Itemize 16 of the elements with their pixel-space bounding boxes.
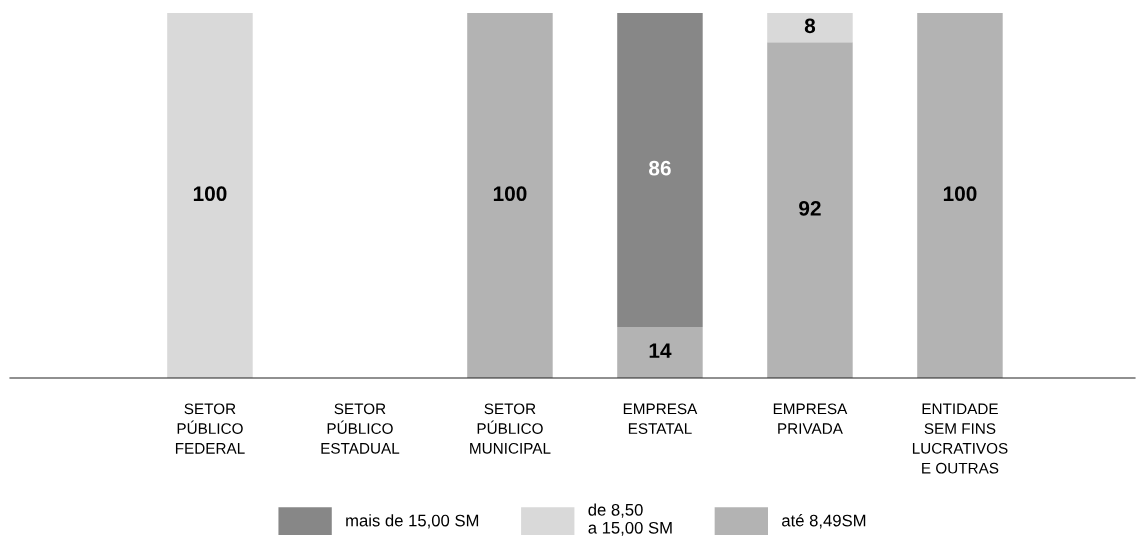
data-label: 100 — [943, 186, 977, 202]
data-label: 92 — [799, 200, 821, 216]
x-tick-label: EMPRESA ESTATAL — [623, 403, 698, 434]
data-label: 86 — [649, 160, 671, 176]
data-label: 100 — [493, 186, 527, 202]
x-tick-label: SETOR PÚBLICO MUNICIPAL — [470, 403, 551, 454]
x-tick-label: EMPRESA PRIVADA — [773, 403, 848, 434]
x-tick-label: ENTIDADE SEM FINS LUCRATIVOS E OUTRAS — [912, 403, 1008, 474]
data-label: 8 — [804, 18, 816, 34]
legend-label: até 8,49SM — [782, 514, 866, 529]
x-tick-label: SETOR PÚBLICO FEDERAL — [175, 403, 245, 454]
legend-label: mais de 15,00 SM — [346, 514, 479, 529]
data-label: 14 — [649, 343, 672, 358]
data-label: 100 — [193, 186, 227, 202]
x-tick-label: SETOR PÚBLICO ESTADUAL — [321, 403, 400, 454]
legend-label: de 8,50 a 15,00 SM — [588, 503, 672, 536]
